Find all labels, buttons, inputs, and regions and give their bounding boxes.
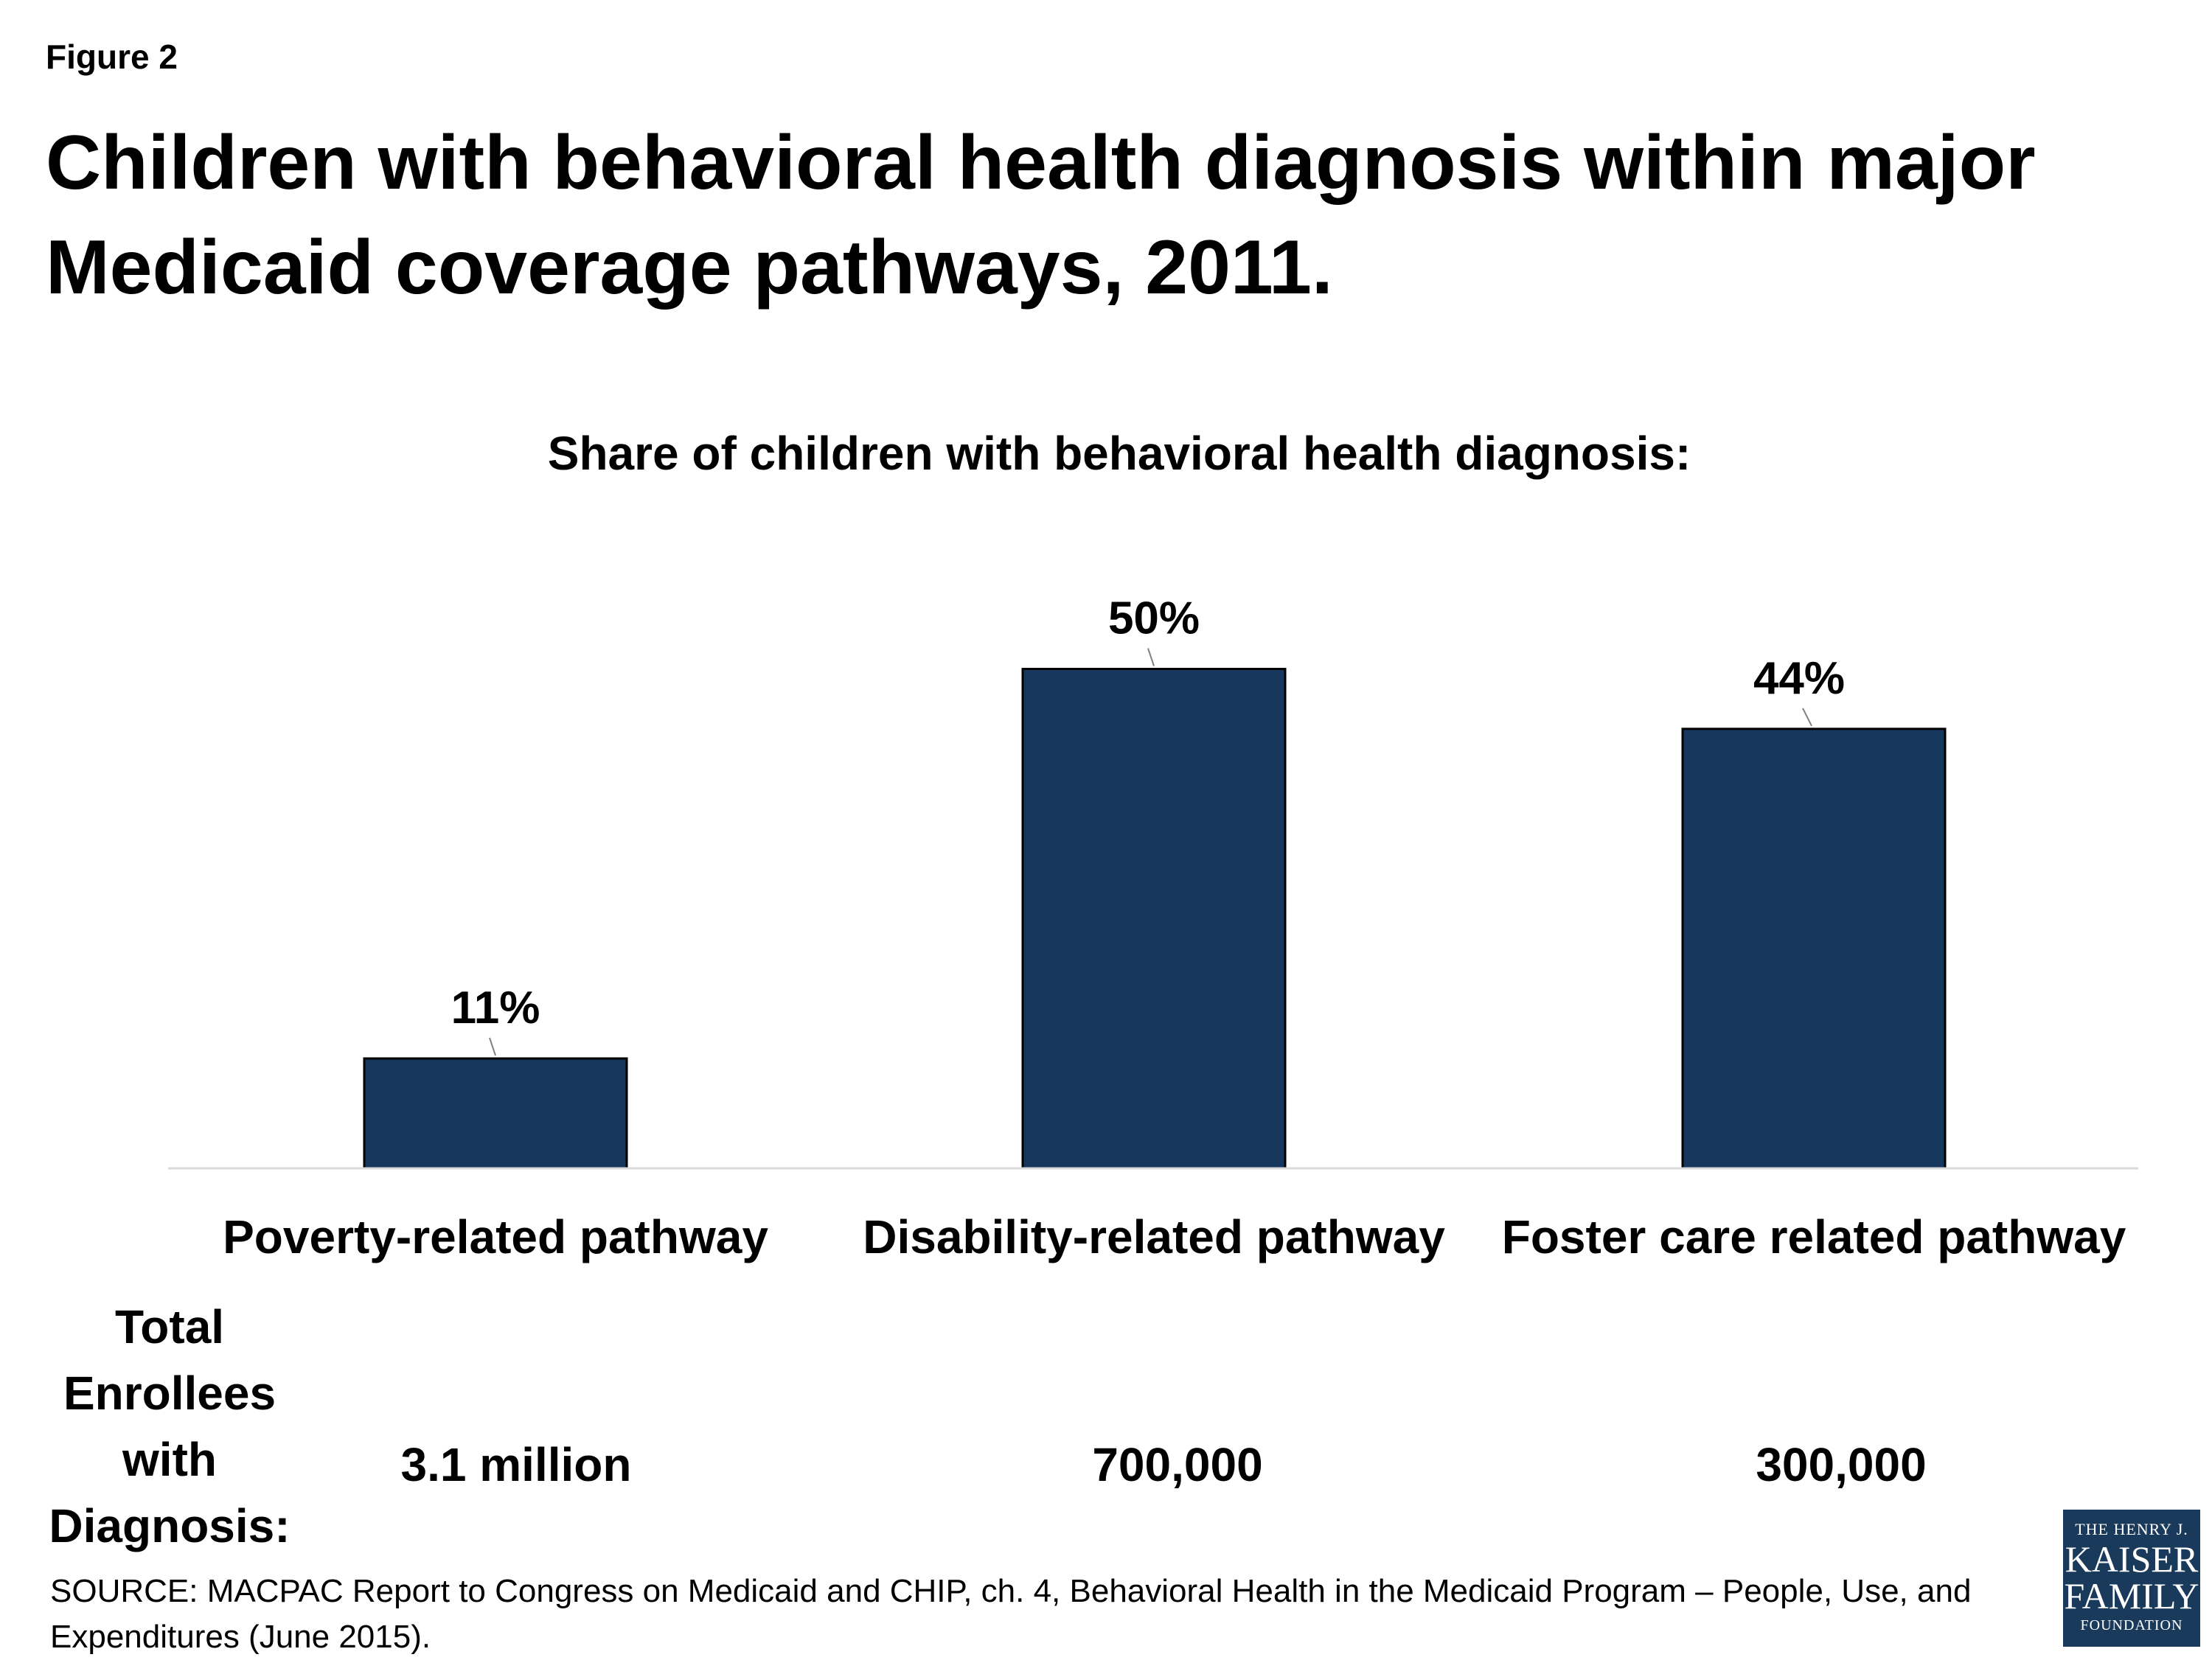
kff-logo: THE HENRY J. KAISER FAMILY FOUNDATION [2063, 1510, 2200, 1647]
page-title: Children with behavioral health diagnosi… [46, 120, 2036, 310]
logo-line-4: FOUNDATION [2080, 1617, 2183, 1633]
logo-line-2: KAISER [2065, 1538, 2199, 1580]
data-label-2: 44% [1753, 653, 1845, 704]
category-label-0: Poverty-related pathway [223, 1210, 768, 1263]
bar-2 [1681, 728, 1947, 1170]
figure-label: Figure 2 [46, 38, 178, 76]
enrollee-value-poverty: 3.1 million [400, 1438, 632, 1491]
bar-1 [1021, 668, 1287, 1170]
enrollees-row-label: Total Enrollees with Diagnosis: [49, 1300, 291, 1552]
source-note: SOURCE: MACPAC Report to Congress on Med… [50, 1573, 1972, 1655]
leader-line-0 [489, 1037, 496, 1056]
data-label-0: 11% [451, 983, 540, 1033]
category-label-1: Disability-related pathway [863, 1210, 1445, 1263]
logo-line-1: THE HENRY J. [2075, 1520, 2188, 1538]
leader-line-2 [1802, 708, 1812, 727]
logo-line-3: FAMILY [2064, 1575, 2199, 1617]
category-label-2: Foster care related pathway [1502, 1210, 2126, 1263]
data-label-1: 50% [1108, 593, 1200, 644]
bar-0 [363, 1057, 628, 1170]
leader-line-1 [1147, 648, 1155, 666]
enrollee-value-disability: 700,000 [1092, 1438, 1263, 1491]
chart-title: Share of children with behavioral health… [547, 427, 1691, 480]
enrollee-value-foster-care: 300,000 [1756, 1438, 1927, 1491]
